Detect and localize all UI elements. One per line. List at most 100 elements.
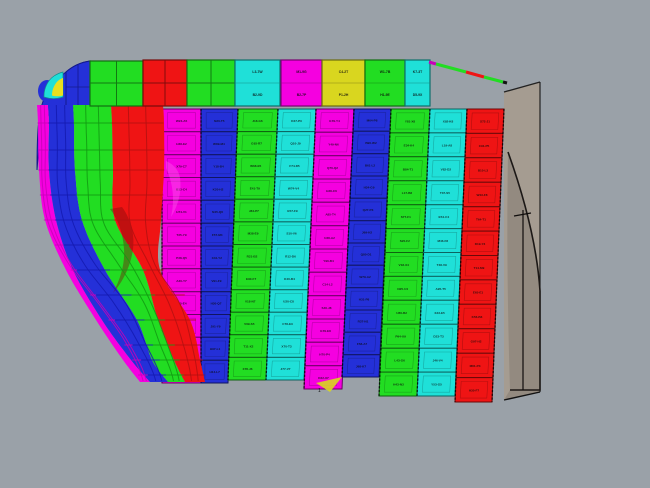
svg-text:J46-V4: J46-V4 [433, 359, 443, 363]
svg-text:J84-P7: J84-P7 [249, 209, 259, 213]
svg-text:V18-N7: V18-N7 [245, 300, 256, 304]
svg-text:H31-P8: H31-P8 [359, 297, 370, 301]
svg-text:L19-A8: L19-A8 [442, 143, 453, 147]
svg-text:V69-S5: V69-S5 [244, 322, 255, 326]
svg-text:C91-P5: C91-P5 [479, 144, 490, 148]
svg-text:X23-E5: X23-E5 [434, 311, 445, 315]
svg-text:T14-M9: T14-M9 [474, 266, 485, 270]
svg-text:R37-N1: R37-N1 [358, 320, 369, 324]
svg-text:C4-2T: C4-2T [339, 70, 349, 74]
svg-text:D47-P3: D47-P3 [291, 119, 302, 123]
svg-text:Q80-D1: Q80-D1 [361, 253, 372, 257]
svg-text:D22-X7: D22-X7 [318, 376, 329, 380]
svg-text:B2-7P: B2-7P [297, 93, 307, 97]
svg-text:X79-C7: X79-C7 [176, 165, 187, 169]
svg-text:J69-H2: J69-H2 [362, 230, 372, 234]
svg-text:K7-3T: K7-3T [413, 70, 423, 74]
svg-text:P38-Q5: P38-Q5 [176, 256, 187, 260]
svg-text:M81-P3: M81-P3 [470, 364, 481, 368]
svg-text:S10-V6: S10-V6 [286, 232, 297, 236]
svg-text:M1-9G: M1-9G [296, 70, 307, 74]
svg-text:U38-A2: U38-A2 [324, 236, 335, 240]
svg-text:L43-G6: L43-G6 [394, 359, 405, 363]
svg-text:X92-K8: X92-K8 [443, 120, 454, 124]
svg-text:S72-J1: S72-J1 [480, 120, 490, 124]
svg-text:W79-A2: W79-A2 [359, 275, 371, 279]
svg-text:S40-J8: S40-J8 [322, 306, 332, 310]
svg-text:Y53-G5: Y53-G5 [431, 383, 442, 387]
svg-text:F74-D5: F74-D5 [289, 164, 300, 168]
svg-text:P94-U9: P94-U9 [395, 335, 406, 339]
svg-text:W68-E5: W68-E5 [250, 164, 261, 168]
svg-text:N25-U4: N25-U4 [397, 287, 408, 291]
svg-text:N20-T5: N20-T5 [214, 119, 225, 123]
svg-text:G93-R7: G93-R7 [251, 141, 262, 145]
svg-text:L17-B8: L17-B8 [402, 191, 413, 195]
svg-text:D5-9X: D5-9X [413, 93, 423, 97]
svg-text:E34-K4: E34-K4 [404, 143, 415, 147]
svg-text:L3-7W: L3-7W [252, 70, 263, 74]
svg-text:Q10-J9: Q10-J9 [290, 141, 301, 145]
svg-text:T64-T1: T64-T1 [476, 217, 486, 221]
svg-text:A85-T4: A85-T4 [325, 213, 336, 217]
svg-text:M46-F8: M46-F8 [437, 239, 448, 243]
svg-text:J91-Y9: J91-Y9 [211, 324, 221, 328]
svg-text:H38-C6: H38-C6 [326, 189, 337, 193]
svg-text:H30-Q7: H30-Q7 [211, 302, 222, 306]
svg-text:A30-Y7: A30-Y7 [176, 279, 187, 283]
svg-text:C14-L2: C14-L2 [322, 283, 333, 287]
svg-text:H1-9E: H1-9E [380, 93, 390, 97]
svg-text:T48-V9: T48-V9 [437, 263, 447, 267]
svg-text:J77-V7: J77-V7 [281, 367, 291, 371]
svg-text:W24-A5: W24-A5 [176, 119, 188, 123]
svg-text:H14-L7: H14-L7 [210, 370, 221, 374]
svg-text:E57-F9: E57-F9 [287, 209, 297, 213]
svg-text:X70-T3: X70-T3 [281, 345, 291, 349]
svg-text:H97-L1: H97-L1 [210, 347, 221, 351]
svg-text:A95-T5: A95-T5 [436, 287, 447, 291]
svg-text:T37-S5: T37-S5 [440, 191, 450, 195]
svg-text:H30-F7: H30-F7 [469, 388, 480, 392]
svg-text:Y18-B4: Y18-B4 [213, 165, 224, 169]
svg-text:D19-Y3: D19-Y3 [475, 242, 486, 246]
svg-text:W74-V4: W74-V4 [288, 187, 299, 191]
svg-text:U86-B2: U86-B2 [396, 311, 407, 315]
svg-text:T35-Y9: T35-Y9 [176, 233, 186, 237]
svg-text:E54-C4: E54-C4 [439, 215, 450, 219]
svg-text:F57-M4: F57-M4 [212, 233, 223, 237]
svg-text:G79-E8: G79-E8 [320, 329, 331, 333]
svg-text:B84-T1: B84-T1 [403, 167, 414, 171]
svg-text:H34-G9: H34-G9 [364, 186, 375, 190]
svg-text:X78-J6: X78-J6 [243, 367, 253, 371]
svg-text:E65-E1: E65-E1 [473, 291, 484, 295]
svg-text:Q76-Q2: Q76-Q2 [327, 166, 338, 170]
svg-text:J18-G6: J18-G6 [252, 119, 263, 123]
svg-text:W89-M4: W89-M4 [213, 142, 225, 146]
svg-text:B61-L2: B61-L2 [365, 163, 376, 167]
svg-text:J68-K7: J68-K7 [356, 364, 366, 368]
svg-text:F58-A7: F58-A7 [357, 342, 368, 346]
svg-text:E41-T9: E41-T9 [250, 187, 260, 191]
svg-text:W43-F8: W43-F8 [476, 193, 487, 197]
svg-text:V18-X4: V18-X4 [399, 263, 410, 267]
svg-text:H38-E2: H38-E2 [176, 142, 187, 146]
svg-text:K56-B6: K56-B6 [472, 315, 483, 319]
svg-text:G79-Y4: G79-Y4 [329, 119, 340, 123]
svg-text:W1-7B: W1-7B [380, 70, 391, 74]
svg-text:S20-F2: S20-F2 [400, 239, 410, 243]
svg-text:B96-W2: B96-W2 [365, 141, 377, 145]
svg-text:H70-P4: H70-P4 [319, 353, 330, 357]
svg-text:D23-T3: D23-T3 [433, 335, 444, 339]
svg-text:1: 1 [318, 388, 321, 394]
svg-text:H43-N3: H43-N3 [393, 383, 404, 387]
svg-text:K40-B4: K40-B4 [284, 277, 295, 281]
svg-text:Y49-N6: Y49-N6 [328, 143, 339, 147]
svg-text:X44-Y2: X44-Y2 [212, 256, 223, 260]
svg-text:E90-F7: E90-F7 [246, 277, 256, 281]
svg-text:R21-B2: R21-B2 [247, 254, 258, 258]
svg-text:V82-D2: V82-D2 [441, 167, 452, 171]
svg-text:Y90-B4: Y90-B4 [323, 259, 334, 263]
svg-text:Q27-P3: Q27-P3 [363, 208, 374, 212]
svg-text:U20-C8: U20-C8 [283, 300, 294, 304]
svg-text:B10-L3: B10-L3 [478, 169, 489, 173]
